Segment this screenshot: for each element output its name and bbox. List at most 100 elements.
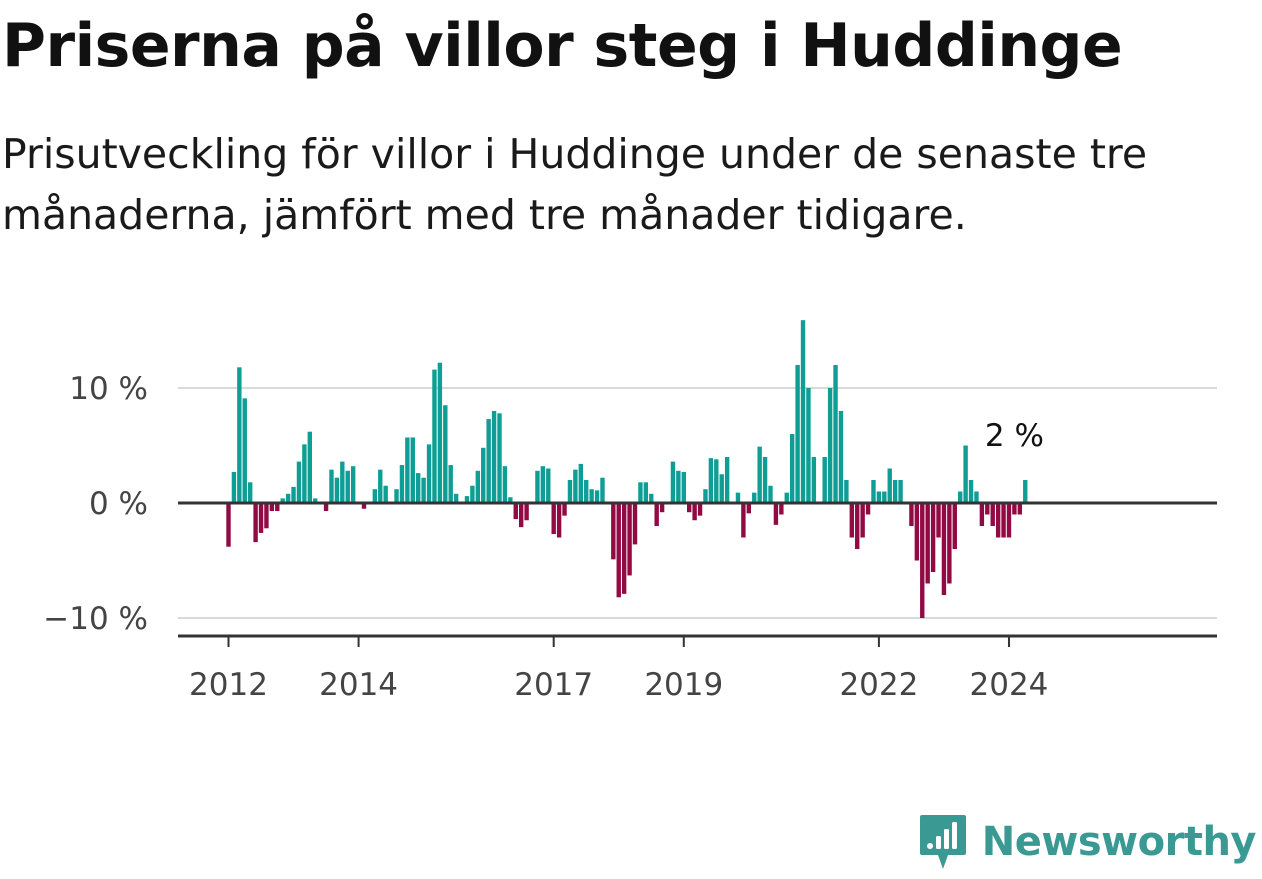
bar [692, 503, 697, 521]
bar [708, 458, 714, 503]
bar [464, 496, 470, 503]
bar [920, 503, 925, 618]
x-tick-label: 2024 [970, 667, 1049, 703]
bar [513, 503, 518, 520]
brand-logo: Newsworthy [918, 813, 1257, 871]
grid-lines [178, 387, 1217, 619]
bar [697, 503, 703, 516]
bar [258, 503, 264, 533]
bar [643, 482, 649, 503]
bar [323, 503, 329, 512]
bar [497, 413, 502, 503]
bar [453, 493, 459, 503]
bar [827, 388, 833, 503]
bar [632, 503, 638, 545]
bar [329, 469, 334, 503]
bar [719, 474, 724, 503]
bar [394, 489, 399, 503]
bar [947, 503, 952, 584]
bar [963, 445, 968, 503]
x-tick-label: 2012 [189, 667, 268, 703]
bar [1017, 503, 1023, 515]
bar [535, 470, 540, 503]
bar [714, 459, 719, 503]
y-tick-label: 0 % [89, 486, 148, 522]
bar [264, 503, 269, 529]
bar [914, 503, 920, 561]
bar [985, 503, 990, 515]
bar [470, 485, 475, 503]
y-axis-labels: 10 % 0 % −10 % [43, 371, 148, 637]
bar [1023, 480, 1028, 503]
bar [313, 498, 318, 503]
bar [247, 482, 253, 503]
bar [616, 503, 621, 598]
bar [784, 492, 789, 503]
bar [437, 362, 443, 503]
bar [974, 491, 979, 503]
bar [892, 480, 898, 503]
bar [936, 503, 941, 538]
bar [930, 503, 936, 572]
bar [540, 466, 546, 503]
bar [844, 480, 849, 503]
bar [275, 503, 280, 512]
bar [757, 446, 762, 503]
bar [410, 437, 415, 503]
bar [1012, 503, 1017, 515]
bar [865, 503, 871, 515]
bar [546, 468, 551, 503]
bar [242, 398, 247, 503]
bar [399, 465, 405, 503]
bar [741, 503, 746, 538]
bar [958, 491, 963, 503]
bar [898, 480, 903, 503]
bar [887, 468, 892, 503]
bar [421, 477, 426, 503]
bar [600, 477, 605, 503]
bar [811, 457, 817, 503]
bar [968, 480, 974, 503]
bar [280, 498, 285, 503]
bar [426, 444, 432, 503]
bar [871, 480, 876, 503]
bar [882, 491, 887, 503]
x-axis-labels: 2012 2014 2017 2019 2022 2024 [189, 636, 1048, 703]
bar [378, 469, 383, 503]
bar [302, 444, 307, 503]
bar [703, 489, 708, 503]
x-tick-label: 2022 [839, 667, 918, 703]
bar [941, 503, 947, 595]
bar [724, 457, 730, 503]
bar [876, 491, 882, 503]
bars [226, 320, 1028, 618]
bar [735, 492, 741, 503]
bar [627, 503, 632, 576]
page-title: Priserna på villor steg i Huddinge [2, 11, 1123, 81]
bar [481, 447, 486, 503]
bar [237, 367, 242, 503]
bar [1001, 503, 1006, 538]
y-tick-label: −10 % [43, 601, 148, 637]
bar [556, 503, 562, 538]
bar [909, 503, 914, 526]
bar [649, 493, 654, 503]
y-tick-label: 10 % [69, 371, 148, 407]
bar [334, 477, 340, 503]
bar [979, 503, 985, 526]
bar [307, 431, 312, 503]
bar [806, 388, 811, 503]
bar [372, 489, 378, 503]
bar [291, 486, 296, 503]
bar [860, 503, 865, 538]
bar [768, 485, 773, 503]
bar [833, 365, 838, 503]
bar [676, 470, 681, 503]
bar [285, 493, 291, 503]
bar [416, 473, 421, 503]
bar [443, 405, 448, 503]
bar [773, 503, 779, 525]
bar [752, 492, 757, 503]
x-tick-label: 2014 [319, 667, 398, 703]
bar [990, 503, 995, 526]
